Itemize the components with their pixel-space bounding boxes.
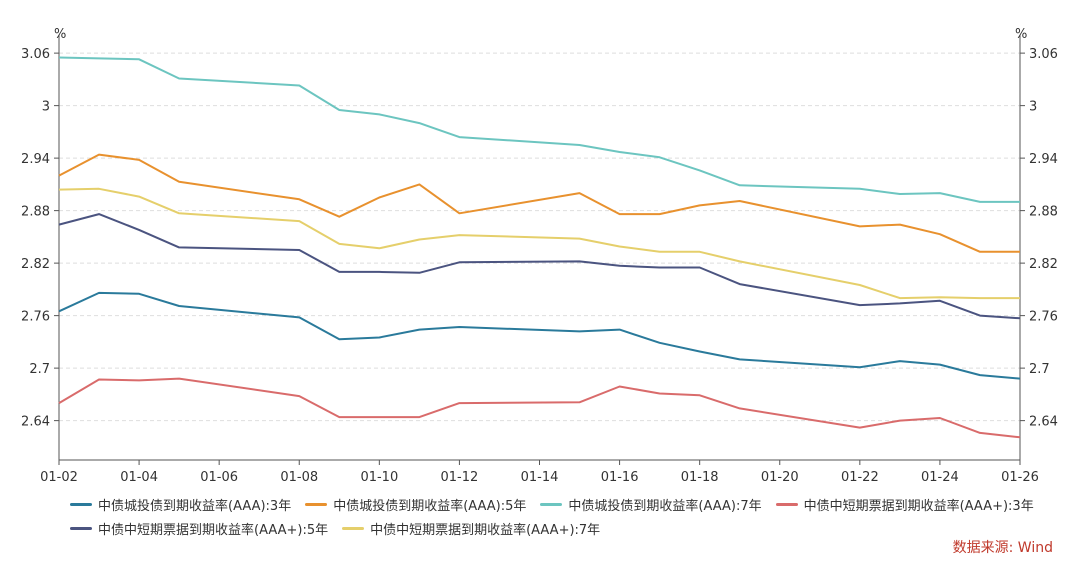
- y-tick-label-left: 2.88: [21, 205, 50, 220]
- legend-item: 中债城投债到期收益率(AAA):3年: [70, 495, 291, 514]
- x-tick-label: 01-08: [280, 470, 318, 485]
- x-tick-label: 01-06: [200, 470, 238, 485]
- legend-label: 中债中短期票据到期收益率(AAA+):5年: [98, 522, 329, 538]
- x-tick-label: 01-24: [921, 470, 959, 485]
- source-note: 数据来源: Wind: [952, 540, 1053, 556]
- x-tick-label: 01-14: [521, 470, 559, 485]
- legend-label: 中债城投债到期收益率(AAA):3年: [98, 498, 292, 514]
- y-tick-label-left: 3: [42, 100, 50, 115]
- y-unit-label-right: %: [1015, 27, 1027, 42]
- series-line: [58, 187, 1020, 300]
- y-tick-label-left: 3.06: [21, 47, 50, 62]
- legend-label: 中债城投债到期收益率(AAA):7年: [568, 498, 762, 514]
- y-tick-label-left: 2.7: [29, 362, 50, 377]
- y-tick-label-left: 2.64: [21, 415, 50, 430]
- x-tick-label: 01-10: [360, 470, 398, 485]
- x-tick-label: 01-02: [40, 470, 78, 485]
- line-chart: 2.64 2.64 2.7 2.7 2.76 2.76 2.82 2.82 2.88 2.88 2.…: [21, 27, 1058, 485]
- x-tick-label: 01-26: [1001, 470, 1039, 485]
- legend-item: 中债中短期票据到期收益率(AAA+):3年: [775, 495, 1034, 514]
- y-tick-label-right: 2.76: [1029, 310, 1058, 325]
- legend-item: 中债城投债到期收益率(AAA):7年: [540, 495, 762, 514]
- x-tick-label: 01-20: [761, 470, 799, 485]
- x-tick-label: 01-12: [441, 470, 479, 485]
- legend-label: 中债中短期票据到期收益率(AAA+):3年: [803, 498, 1034, 514]
- series-line: [58, 291, 1021, 380]
- y-tick-label-right: 2.7: [1029, 362, 1050, 377]
- series-line: [58, 377, 1021, 439]
- y-tick-label-left: 2.94: [21, 152, 50, 167]
- legend-swatch: [775, 502, 798, 506]
- y-tick-label-right: 2.82: [1029, 257, 1058, 272]
- legend-swatch: [540, 502, 563, 506]
- x-tick-label: 01-04: [120, 470, 158, 485]
- series-line: [58, 213, 1021, 320]
- y-tick-label-right: 3: [1029, 100, 1037, 115]
- y-tick-label-left: 2.82: [21, 257, 50, 272]
- legend-swatch: [70, 502, 92, 506]
- series-line: [58, 56, 1020, 203]
- legend-item: 中债中短期票据到期收益率(AAA+):7年: [342, 519, 600, 538]
- series-line: [58, 153, 1020, 253]
- legend-swatch: [305, 502, 328, 506]
- legend-label: 中债城投债到期收益率(AAA):5年: [333, 498, 527, 514]
- legend-swatch: [70, 526, 92, 530]
- y-tick-label-right: 2.94: [1029, 152, 1058, 167]
- x-tick-label: 01-18: [681, 470, 719, 485]
- y-tick-label-right: 3.06: [1029, 47, 1058, 62]
- legend-item: 中债城投债到期收益率(AAA):5年: [305, 495, 526, 514]
- x-tick-label: 01-16: [601, 470, 639, 485]
- y-tick-label-right: 2.64: [1029, 415, 1058, 430]
- legend: 中债城投债到期收益率(AAA):3年 中债城投债到期收益率(AAA):5年 中债…: [70, 492, 1070, 540]
- legend-label: 中债中短期票据到期收益率(AAA+):7年: [370, 522, 601, 538]
- y-unit-label-left: %: [54, 27, 66, 42]
- legend-row-2: 中债中短期票据到期收益率(AAA+):5年 中债中短期票据到期收益率(AAA+)…: [70, 516, 1070, 540]
- x-tick-label: 01-22: [841, 470, 879, 485]
- y-tick-label-left: 2.76: [21, 310, 50, 325]
- legend-row-1: 中债城投债到期收益率(AAA):3年 中债城投债到期收益率(AAA):5年 中债…: [70, 492, 1070, 516]
- legend-swatch: [342, 526, 365, 530]
- legend-item: 中债中短期票据到期收益率(AAA+):5年: [70, 519, 328, 538]
- y-tick-label-right: 2.88: [1029, 205, 1058, 220]
